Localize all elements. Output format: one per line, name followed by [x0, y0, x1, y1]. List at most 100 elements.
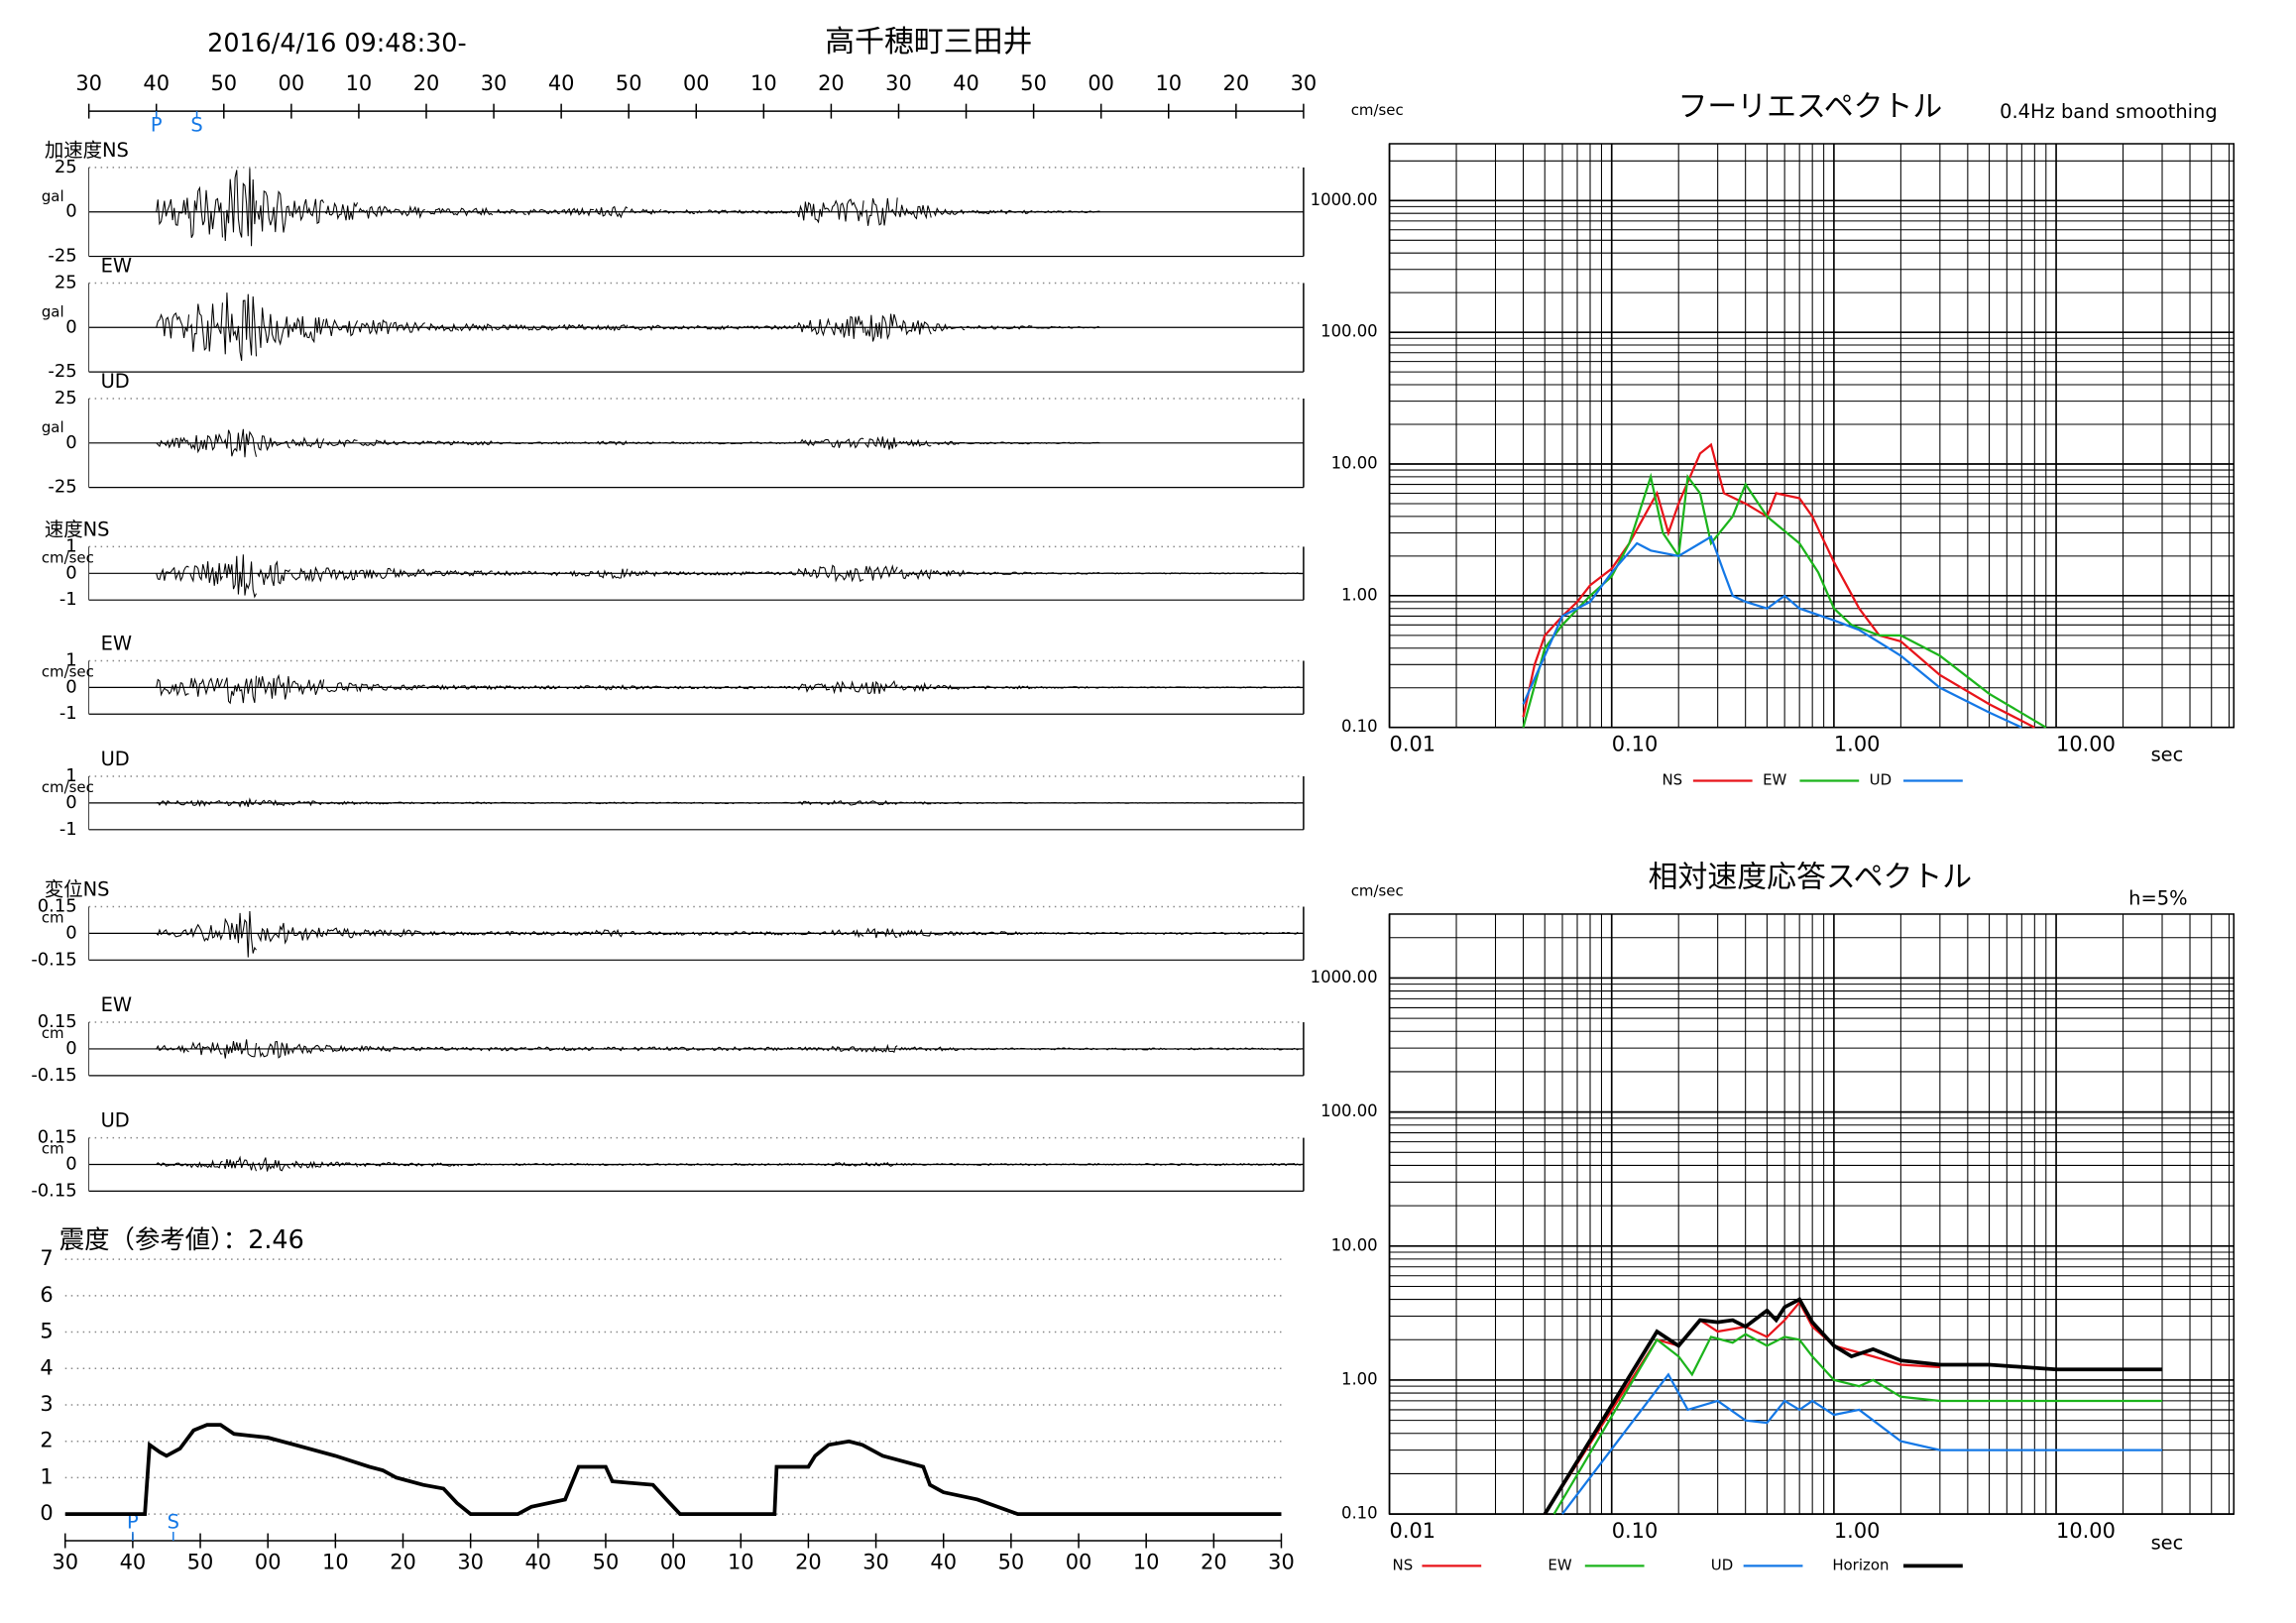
waveform	[1067, 685, 1100, 689]
waveform	[392, 321, 425, 333]
waveform	[257, 307, 291, 348]
waveform	[999, 209, 1033, 215]
trace-unit: cm	[42, 1024, 64, 1042]
x-tick-label: 00	[255, 1550, 282, 1573]
waveform	[595, 1163, 629, 1166]
waveform	[1067, 931, 1100, 935]
waveform	[932, 323, 966, 332]
waveform	[1235, 686, 1269, 689]
waveform	[662, 801, 696, 804]
waveform	[1033, 210, 1067, 214]
waveform	[966, 685, 999, 690]
waveform	[392, 567, 426, 579]
y-tick-label: 1	[65, 535, 76, 556]
y-tick-label: 1	[65, 765, 76, 786]
waveform	[290, 566, 325, 583]
x-tick-label: 30	[481, 71, 508, 95]
waveform	[730, 441, 763, 445]
waveform	[797, 800, 831, 806]
x-tick-label: 10.00	[2056, 1519, 2116, 1543]
waveform	[762, 1046, 797, 1052]
waveform	[696, 441, 730, 445]
waveform	[257, 560, 290, 587]
x-tick-label: 30	[457, 1550, 484, 1573]
waveform	[628, 685, 661, 690]
phase-label: S	[190, 114, 202, 137]
waveform	[1269, 572, 1303, 575]
y-tick-label: 0.15	[38, 1127, 77, 1148]
waveform	[1134, 686, 1168, 689]
waveform	[898, 801, 932, 805]
y-tick-label: -1	[59, 703, 77, 724]
waveform	[425, 440, 460, 446]
waveform	[999, 441, 1033, 445]
waveform	[459, 684, 494, 691]
waveform	[324, 800, 358, 806]
waveform	[1235, 802, 1269, 804]
waveform	[661, 209, 696, 215]
waveform	[425, 1046, 460, 1051]
waveform	[1269, 802, 1303, 804]
waveform	[425, 801, 459, 805]
waveform	[661, 1046, 696, 1051]
waveform	[358, 1044, 393, 1053]
waveform	[932, 440, 966, 446]
waveform	[763, 685, 797, 690]
x-tick-label: 00	[683, 71, 710, 95]
waveform	[1235, 931, 1269, 935]
waveform	[1202, 1163, 1235, 1166]
waveform	[966, 571, 999, 576]
waveform	[358, 1162, 393, 1168]
waveform	[864, 800, 898, 806]
y-tick-label: 0.10	[1341, 1504, 1378, 1523]
waveform	[594, 684, 629, 691]
x-tick-label: 0.01	[1390, 1519, 1436, 1543]
waveform	[1202, 802, 1235, 804]
datetime: 2016/4/16 09:48:30-	[207, 28, 466, 58]
y-tick-label: 1	[65, 649, 76, 670]
waveform	[358, 439, 392, 446]
trace-unit: cm	[42, 1140, 64, 1158]
waveform	[695, 685, 730, 690]
trace-unit: cm/sec	[42, 548, 94, 566]
x-tick-label: 1.00	[1834, 1519, 1881, 1543]
waveform	[223, 428, 258, 458]
waveform	[1168, 686, 1202, 689]
waveform	[629, 1046, 662, 1052]
waveform	[898, 1046, 932, 1052]
x-tick-label: 10	[322, 1550, 349, 1573]
waveform	[1269, 1047, 1303, 1051]
waveform	[189, 677, 223, 697]
waveform	[1269, 1162, 1303, 1167]
waveform	[560, 1163, 594, 1166]
waveform	[863, 313, 898, 342]
waveform	[1067, 1047, 1100, 1051]
waveform	[797, 1163, 831, 1166]
x-tick-label: 40	[120, 1550, 147, 1573]
y-tick-label: -1	[59, 589, 77, 610]
waveform	[358, 205, 393, 219]
x-tick-label: 10	[346, 71, 373, 95]
waveform	[493, 801, 526, 804]
waveform	[561, 569, 595, 577]
waveform	[595, 1046, 628, 1052]
waveform	[999, 1047, 1033, 1051]
waveform	[526, 930, 561, 936]
chart-title: 相対速度応答スペクトル	[1649, 861, 1973, 895]
waveform	[830, 1045, 864, 1053]
waveform	[1033, 1047, 1067, 1051]
waveform	[729, 571, 763, 576]
waveform	[932, 569, 966, 578]
y-tick-label: 0	[65, 1153, 76, 1174]
waveform	[966, 1047, 999, 1051]
waveform	[459, 440, 494, 446]
waveform	[966, 441, 999, 445]
waveform	[999, 325, 1033, 330]
waveform	[629, 208, 662, 215]
waveform	[324, 1044, 358, 1053]
waveform	[189, 923, 223, 943]
waveform	[526, 441, 560, 445]
waveform	[290, 1160, 325, 1169]
waveform	[1235, 1047, 1269, 1051]
waveform	[594, 324, 629, 332]
